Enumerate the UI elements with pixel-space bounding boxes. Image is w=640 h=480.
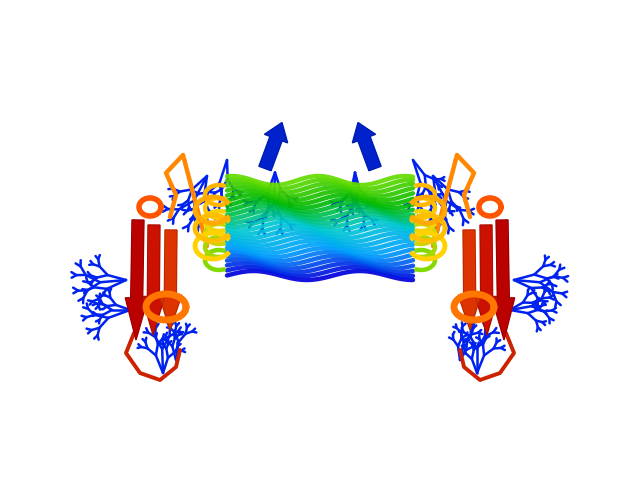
Polygon shape [476, 225, 498, 335]
Polygon shape [458, 230, 481, 330]
Polygon shape [125, 220, 148, 340]
Polygon shape [142, 225, 164, 335]
Polygon shape [492, 220, 515, 340]
Polygon shape [159, 230, 182, 330]
Polygon shape [353, 122, 381, 171]
Polygon shape [259, 122, 287, 171]
